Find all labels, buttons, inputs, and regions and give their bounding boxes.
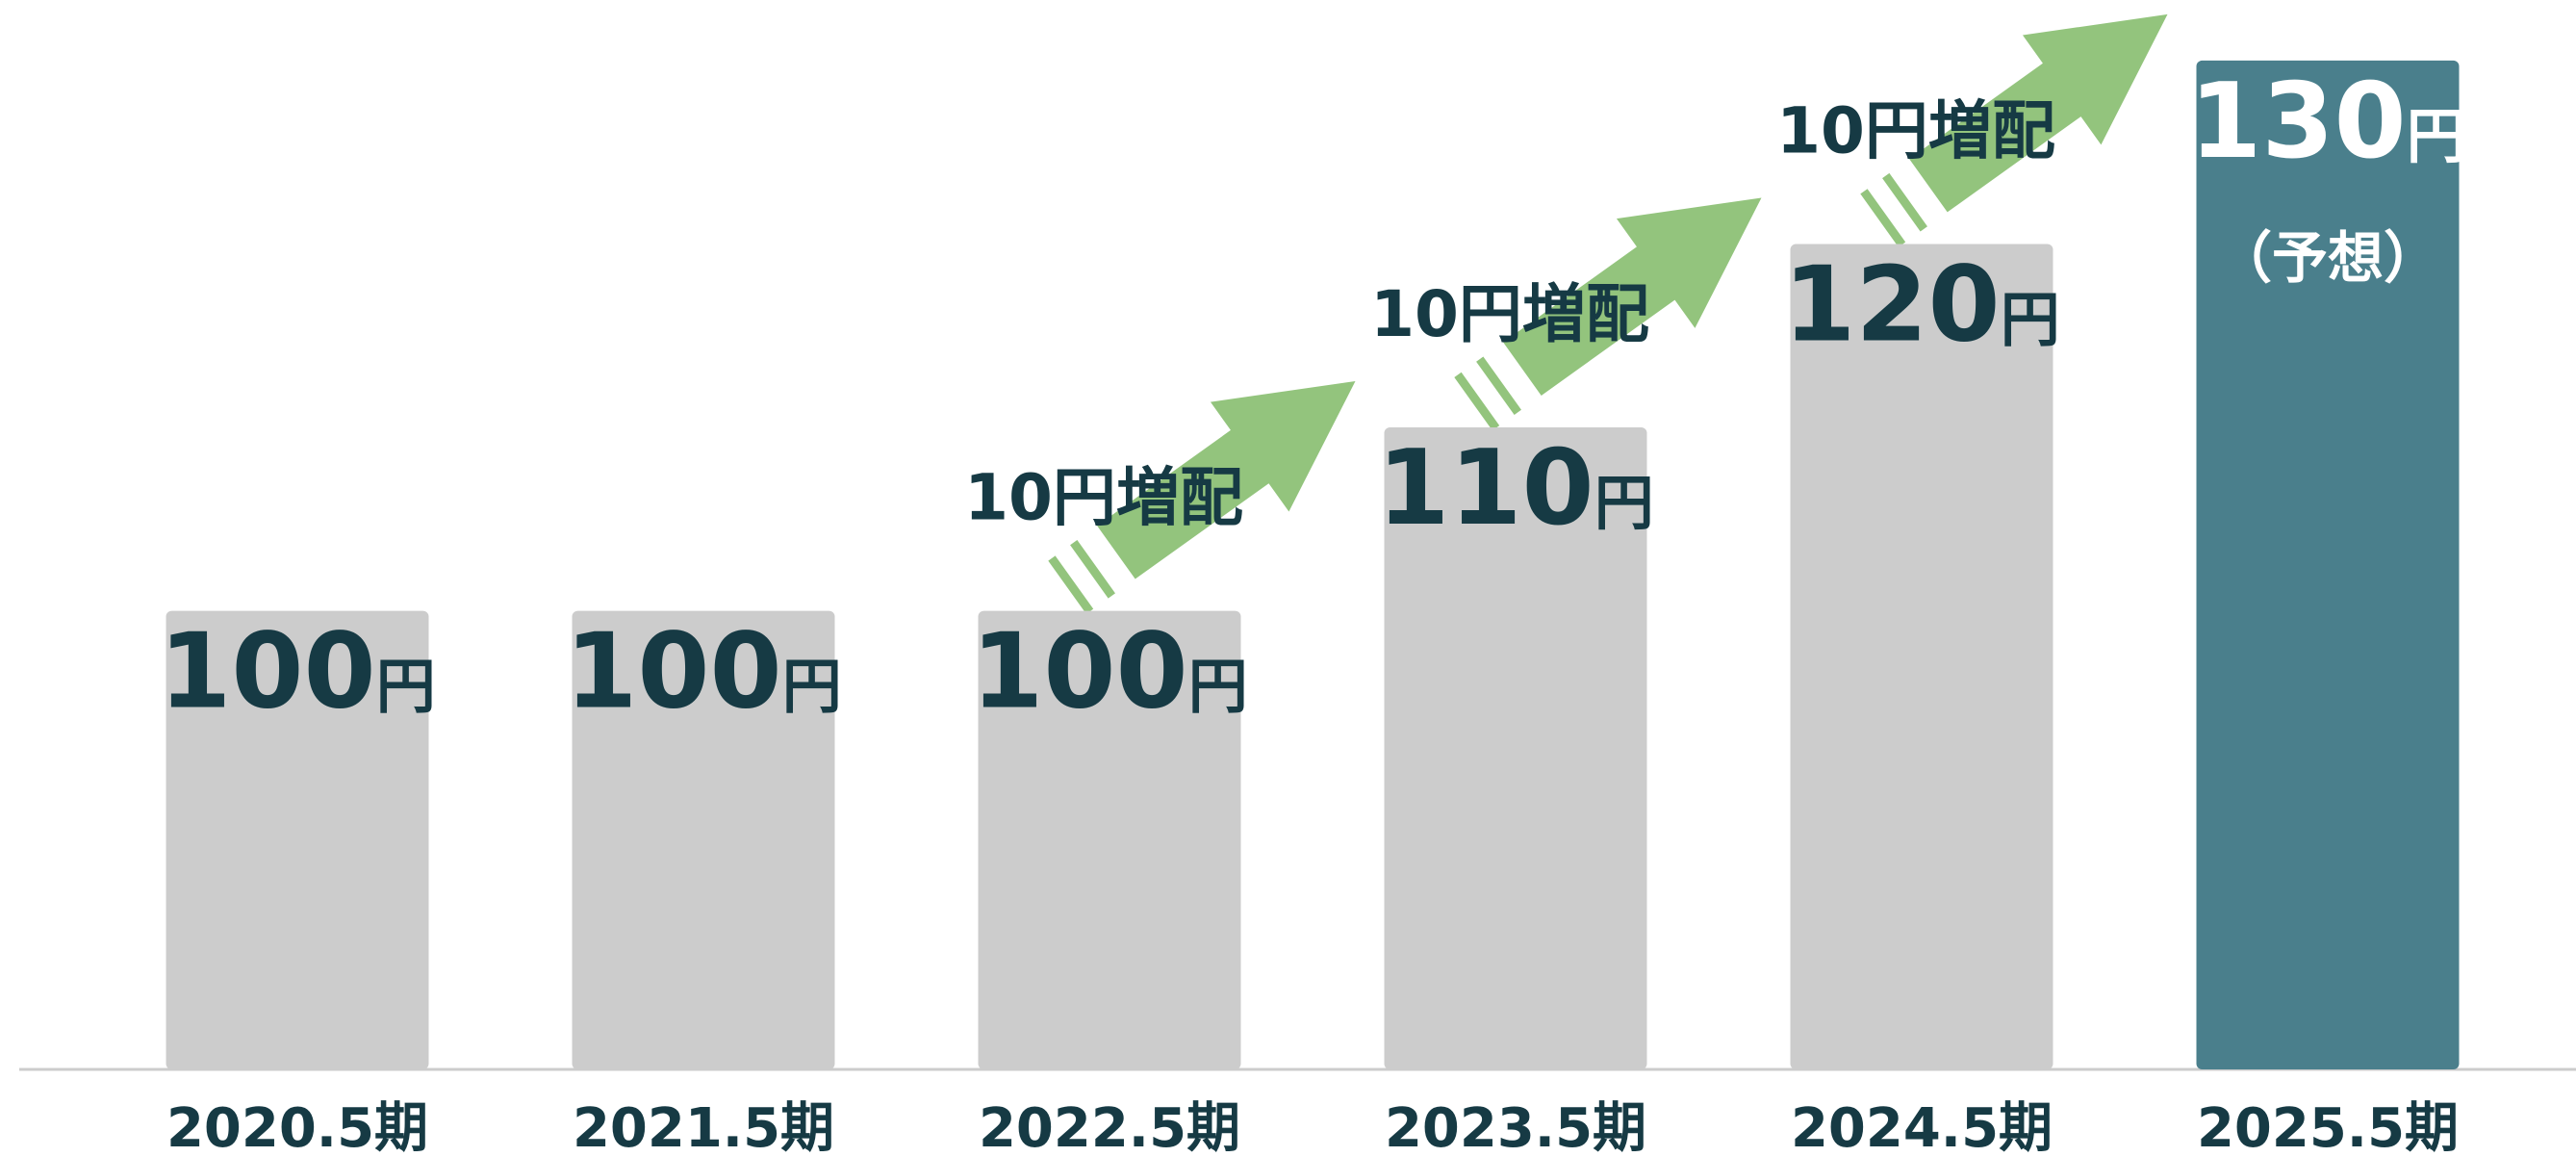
- arrow-stripe: [1882, 172, 1927, 232]
- bar: [572, 610, 835, 1069]
- value-unit: 円: [1594, 468, 1654, 538]
- annotation: 10円増配: [1370, 277, 1649, 351]
- x-tick-label: 2022.5期: [979, 1097, 1240, 1157]
- value-label: 100円: [159, 612, 435, 733]
- value-unit: 円: [1188, 652, 1248, 722]
- value-label: 130円: [2189, 62, 2465, 182]
- x-tick-label: 2021.5期: [573, 1097, 834, 1157]
- value-number: 100: [159, 612, 375, 733]
- forecast-note: （予想）: [2216, 225, 2439, 291]
- bar: [1790, 244, 2053, 1070]
- value-label: 100円: [971, 612, 1247, 733]
- bar: [166, 610, 429, 1069]
- arrow-stripe: [1454, 372, 1500, 431]
- annotation: 10円増配: [1776, 93, 2055, 167]
- arrow-stripe: [1048, 555, 1094, 614]
- value-label: 100円: [565, 612, 841, 733]
- arrow-stripe: [1860, 189, 1906, 247]
- value-number: 110: [1377, 428, 1594, 549]
- value-unit: 円: [2407, 101, 2466, 171]
- arrow-stripe: [1070, 540, 1115, 599]
- value-number: 130: [2189, 62, 2406, 182]
- bar: [1384, 427, 1647, 1069]
- value-unit: 円: [376, 652, 436, 722]
- bar: [978, 610, 1241, 1069]
- value-unit: 円: [2001, 284, 2060, 354]
- bar: [2196, 60, 2460, 1069]
- value-label: 120円: [1783, 244, 2059, 365]
- x-tick-label: 2023.5期: [1385, 1097, 1646, 1157]
- x-tick-label: 2024.5期: [1791, 1097, 2053, 1157]
- annotation: 10円増配: [964, 461, 1243, 535]
- x-tick-label: 2025.5期: [2197, 1097, 2459, 1157]
- value-number: 100: [971, 612, 1187, 733]
- growth-arrow: [1909, 13, 2168, 213]
- value-number: 100: [565, 612, 781, 733]
- growth-arrow: [1097, 381, 1356, 579]
- x-tick-label: 2020.5期: [166, 1097, 428, 1157]
- growth-arrow: [1503, 197, 1762, 396]
- value-unit: 円: [782, 652, 842, 722]
- value-number: 120: [1783, 244, 2000, 365]
- value-label: 110円: [1377, 428, 1653, 549]
- arrow-stripe: [1476, 356, 1521, 416]
